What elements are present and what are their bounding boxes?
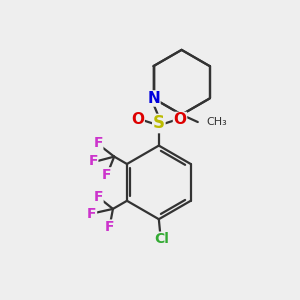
Text: F: F xyxy=(105,220,114,234)
Text: N: N xyxy=(147,91,160,106)
Text: F: F xyxy=(94,190,103,203)
Text: CH₃: CH₃ xyxy=(206,117,227,127)
Text: Cl: Cl xyxy=(154,232,169,246)
Text: S: S xyxy=(153,115,165,133)
Text: F: F xyxy=(87,207,97,221)
Text: O: O xyxy=(131,112,144,128)
Text: F: F xyxy=(88,154,98,168)
Text: F: F xyxy=(102,168,112,182)
Text: F: F xyxy=(93,136,103,150)
Text: O: O xyxy=(173,112,187,128)
